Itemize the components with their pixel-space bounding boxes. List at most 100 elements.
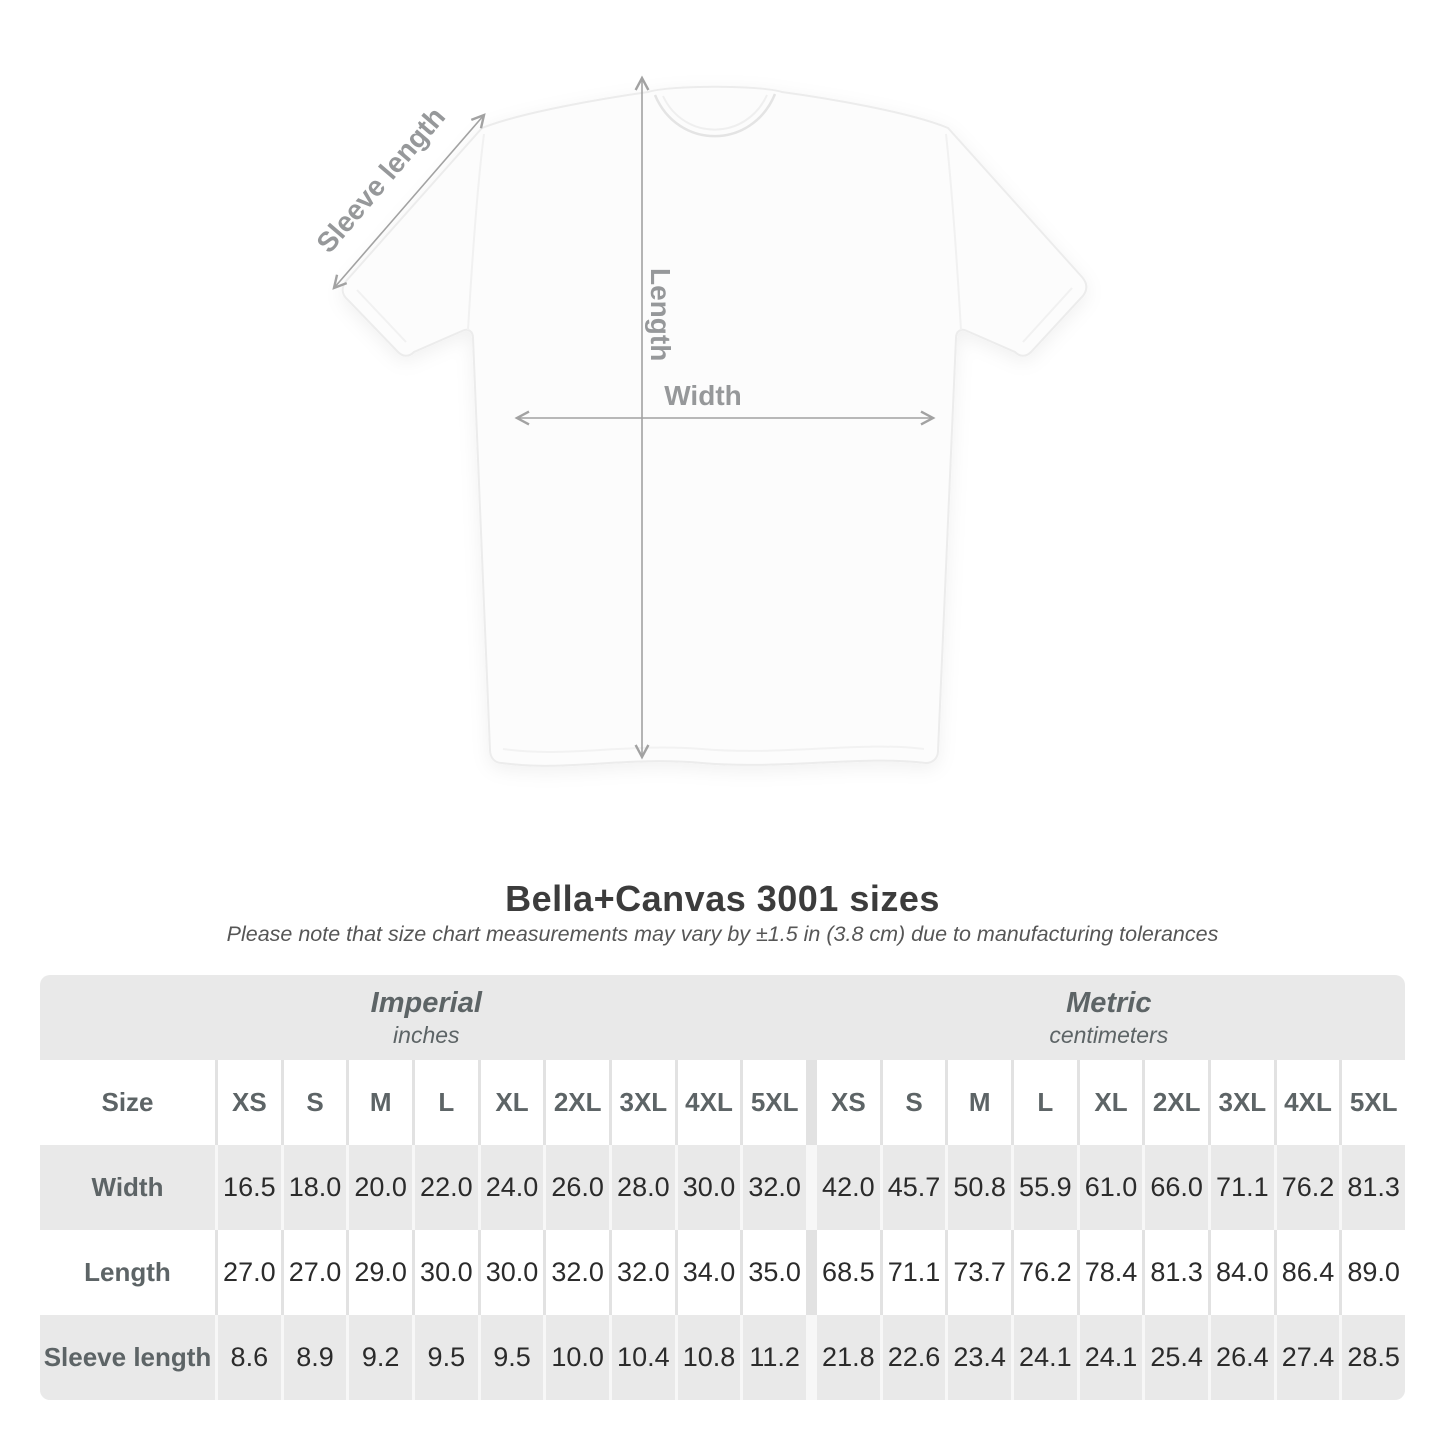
tshirt-measurement-diagram: Sleeve length Length Width [310,75,1088,767]
length-label: Length [645,268,676,361]
metric-value-cell: 76.2 [1276,1145,1340,1230]
imperial-value-cell: 32.0 [612,1230,675,1315]
metric-size-header: M [948,1060,1011,1145]
imperial-size-header: L [415,1060,478,1145]
imperial-value-cell: 9.5 [415,1315,478,1400]
metric-value-cell: 55.9 [1014,1145,1077,1230]
metric-value-cell: 42.0 [817,1145,880,1230]
width-row: Width 16.5 18.0 20.0 22.0 24.0 26.0 28.0 30.0 32.… [40,1145,1405,1230]
imperial-value-cell: 18.0 [283,1145,347,1230]
collar-inner-line [653,93,777,138]
imperial-unit: inches [393,1021,460,1048]
imperial-value-cell: 34.0 [677,1230,741,1315]
imperial-size-header: 3XL [612,1060,675,1145]
metric-size-header: 4XL [1276,1060,1340,1145]
imperial-value-cell: 27.0 [218,1230,281,1315]
size-header-row: Size XS S M L XL 2XL 3XL 4XL 5XL XS S M L XL 2XL 3XL 4XL 5… [40,1060,1405,1145]
metric-value-cell: 73.7 [948,1230,1011,1315]
left-cuff-seam [356,289,407,343]
metric-value-cell: 66.0 [1145,1145,1208,1230]
size-table: Imperial inches Metric centimeters Size X… [40,975,1405,1400]
metric-value-cell: 71.1 [1211,1145,1274,1230]
metric-value-cell: 89.0 [1342,1230,1405,1315]
section-spacer [809,1145,814,1230]
page-title: Bella+Canvas 3001 sizes [505,878,940,920]
imperial-value-cell: 22.0 [415,1145,478,1230]
imperial-value-cell: 20.0 [349,1145,412,1230]
imperial-size-header: 5XL [743,1060,806,1145]
right-cuff-seam [1022,287,1073,343]
metric-label: Metric [1066,986,1152,1019]
size-column-header: Size [40,1060,215,1145]
metric-value-cell: 24.1 [1079,1315,1143,1400]
tolerance-note: Please note that size chart measurements… [226,921,1219,946]
metric-value-cell: 68.5 [817,1230,880,1315]
imperial-value-cell: 10.8 [677,1315,741,1400]
width-label: Width [664,380,742,411]
hem-stitch-line [502,745,925,753]
tshirt-graphic [341,85,1088,767]
metric-value-cell: 25.4 [1145,1315,1208,1400]
metric-size-header: 5XL [1342,1060,1405,1145]
imperial-value-cell: 11.2 [743,1315,806,1400]
imperial-value-cell: 28.0 [612,1145,675,1230]
imperial-size-header: XS [218,1060,281,1145]
metric-value-cell: 76.2 [1014,1230,1077,1315]
imperial-value-cell: 16.5 [218,1145,281,1230]
imperial-value-cell: 27.0 [283,1230,347,1315]
metric-value-cell: 28.5 [1342,1315,1405,1400]
metric-value-cell: 86.4 [1276,1230,1340,1315]
metric-value-cell: 71.1 [882,1230,946,1315]
metric-unit: centimeters [1049,1021,1169,1048]
imperial-value-cell: 35.0 [743,1230,806,1315]
imperial-label: Imperial [370,986,482,1019]
imperial-value-cell: 8.9 [283,1315,347,1400]
imperial-size-header: 2XL [546,1060,609,1145]
imperial-value-cell: 10.4 [612,1315,675,1400]
metric-value-cell: 22.6 [882,1315,946,1400]
imperial-value-cell: 9.2 [349,1315,412,1400]
metric-value-cell: 21.8 [817,1315,880,1400]
imperial-header: Imperial inches [40,975,813,1060]
measurement-row-label: Length [40,1230,215,1315]
imperial-value-cell: 32.0 [546,1230,609,1315]
imperial-value-cell: 10.0 [546,1315,609,1400]
measurement-row-label: Sleeve length [40,1315,215,1400]
imperial-value-cell: 32.0 [743,1145,806,1230]
metric-header: Metric centimeters [813,975,1405,1060]
metric-size-header: S [882,1060,946,1145]
metric-size-header: XL [1079,1060,1143,1145]
section-spacer [809,1230,814,1315]
imperial-value-cell: 24.0 [480,1145,544,1230]
section-spacer [809,1315,814,1400]
unit-header-band: Imperial inches Metric centimeters [40,975,1405,1060]
imperial-value-cell: 30.0 [480,1230,544,1315]
imperial-value-cell: 30.0 [415,1230,478,1315]
metric-size-header: 3XL [1211,1060,1274,1145]
metric-size-header: L [1014,1060,1077,1145]
sleeve-length-arrow [332,113,486,290]
imperial-value-cell: 29.0 [349,1230,412,1315]
metric-value-cell: 45.7 [882,1145,946,1230]
metric-value-cell: 61.0 [1079,1145,1143,1230]
sleeve-length-row: Sleeve length 8.6 8.9 9.2 9.5 9.5 10.0 10.4 10.8… [40,1315,1405,1400]
metric-value-cell: 24.1 [1014,1315,1077,1400]
metric-value-cell: 26.4 [1211,1315,1274,1400]
metric-value-cell: 81.3 [1342,1145,1405,1230]
imperial-size-header: S [283,1060,347,1145]
imperial-size-header: M [349,1060,412,1145]
imperial-value-cell: 8.6 [218,1315,281,1400]
imperial-value-cell: 9.5 [480,1315,544,1400]
length-row: Length 27.0 27.0 29.0 30.0 30.0 32.0 32.0 34.0 35… [40,1230,1405,1315]
imperial-value-cell: 26.0 [546,1145,609,1230]
metric-value-cell: 84.0 [1211,1230,1274,1315]
section-spacer [809,1060,814,1145]
imperial-value-cell: 30.0 [677,1145,741,1230]
metric-value-cell: 27.4 [1276,1315,1340,1400]
metric-value-cell: 78.4 [1079,1230,1143,1315]
collar-rib-line [662,94,768,131]
imperial-size-header: XL [480,1060,544,1145]
metric-value-cell: 50.8 [948,1145,1011,1230]
metric-value-cell: 81.3 [1145,1230,1208,1315]
metric-size-header: 2XL [1145,1060,1208,1145]
